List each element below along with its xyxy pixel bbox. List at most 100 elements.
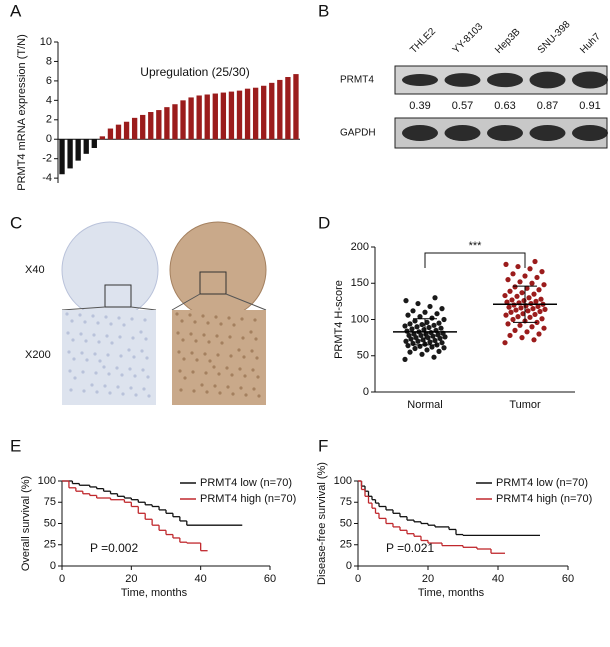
cell	[225, 366, 229, 370]
y-tick-label: 2	[46, 114, 52, 126]
panel-label: D	[318, 213, 330, 232]
bar	[107, 128, 114, 140]
cell	[67, 350, 71, 354]
cell	[215, 334, 219, 338]
y-tick-label: 0	[50, 560, 56, 572]
dot	[517, 279, 523, 285]
dot	[536, 287, 542, 293]
dot	[427, 303, 433, 310]
dot	[535, 303, 541, 310]
bar	[252, 87, 259, 140]
cell	[98, 359, 102, 363]
y-tick-label: 25	[340, 539, 352, 551]
cell	[95, 390, 99, 394]
zoom-line	[225, 293, 267, 311]
dot	[405, 343, 411, 349]
cell	[250, 349, 254, 353]
cell	[188, 313, 192, 317]
dot	[513, 307, 519, 313]
panel-label: B	[318, 1, 329, 20]
lane-label: Huh7	[578, 31, 603, 56]
y-tick-label: 50	[340, 517, 352, 529]
cell	[145, 356, 149, 360]
cell	[213, 384, 217, 388]
cell	[243, 374, 247, 378]
y-tick-label: 0	[346, 560, 352, 572]
panel-label: F	[318, 436, 328, 455]
bar	[228, 91, 235, 140]
dot	[524, 285, 530, 291]
cell	[220, 341, 224, 345]
blot-band	[444, 125, 481, 141]
dot	[524, 329, 530, 335]
cell	[71, 338, 75, 342]
bar	[99, 136, 106, 140]
y-axis-label: PRMT4 H-score	[333, 280, 345, 359]
cell	[84, 339, 88, 343]
cell	[82, 389, 86, 393]
dot	[432, 337, 438, 344]
cell	[240, 317, 244, 321]
row-label: PRMT4	[340, 75, 374, 86]
cell	[97, 340, 101, 344]
dot	[441, 316, 447, 323]
dot	[438, 325, 444, 331]
cell	[227, 316, 231, 320]
lane-label: Hep3B	[493, 26, 523, 56]
dot	[420, 337, 426, 343]
dot	[502, 292, 508, 299]
band-value: 0.57	[452, 100, 473, 112]
cell	[131, 336, 135, 340]
dot	[507, 288, 513, 294]
dot	[402, 356, 408, 362]
x-tick-label: 0	[59, 573, 65, 585]
bar	[244, 88, 251, 140]
dot	[407, 321, 413, 327]
panel-label: E	[10, 436, 21, 455]
dot	[538, 296, 544, 302]
bar	[285, 77, 291, 140]
blot-band	[572, 71, 608, 89]
cell	[116, 385, 120, 389]
cell	[68, 369, 72, 373]
dot	[525, 308, 531, 314]
dot	[520, 311, 526, 317]
band-value: 0.39	[409, 100, 430, 112]
dot	[539, 316, 545, 322]
tissue-core	[61, 221, 159, 319]
cell	[143, 318, 147, 322]
cell	[65, 312, 69, 316]
dot	[407, 349, 413, 355]
dot	[419, 321, 425, 328]
cell	[190, 351, 194, 355]
dot	[532, 258, 538, 265]
y-tick-label: 4	[46, 94, 52, 106]
cell	[226, 385, 230, 389]
dot	[509, 297, 515, 303]
dot	[410, 308, 416, 314]
dot	[415, 300, 421, 307]
y-tick-label: 100	[334, 475, 352, 487]
cell	[256, 375, 260, 379]
dot	[431, 322, 437, 328]
cell	[122, 323, 126, 327]
cell	[218, 391, 222, 395]
cell	[180, 319, 184, 323]
dot	[514, 293, 520, 299]
x-tick-label: 20	[422, 573, 434, 585]
blot-band	[572, 125, 608, 141]
dot	[529, 280, 535, 286]
annotation: Upregulation (25/30)	[140, 65, 249, 79]
dot	[541, 282, 547, 288]
dot	[512, 284, 518, 290]
x-tick-label: 40	[195, 573, 207, 585]
lane-label: YY-8103	[451, 21, 486, 56]
zoom-line	[171, 293, 201, 311]
cell	[129, 386, 133, 390]
cell	[251, 368, 255, 372]
cell	[202, 333, 206, 337]
cell	[175, 312, 179, 316]
bar	[180, 100, 186, 140]
cell	[255, 356, 259, 360]
dot	[541, 325, 547, 331]
